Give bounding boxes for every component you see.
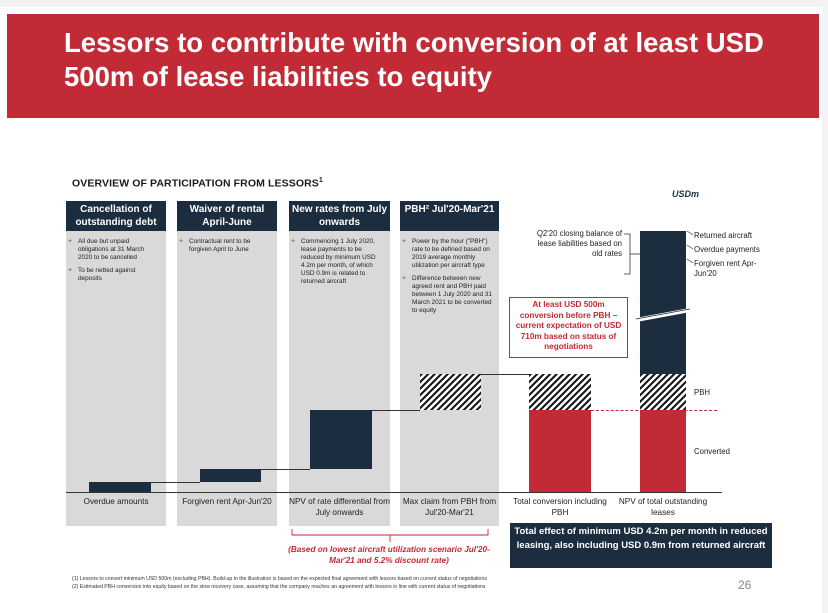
unit-label: USDm <box>672 189 700 199</box>
column-4-body: Power by the hour ("PBH") rate to be def… <box>400 238 492 320</box>
label-converted: Converted <box>694 447 730 456</box>
column-2-body: Contractual rent to be forgiven April to… <box>177 238 271 259</box>
total-effect-box: Total effect of minimum USD 4.2m per mon… <box>510 523 772 568</box>
column-1-heading: Cancellation of outstanding debt <box>66 201 166 231</box>
footnotes: (1) Lessors to convert minimum USD 500m … <box>72 576 487 591</box>
utilization-scenario-note: (Based on lowest aircraft utilization sc… <box>288 545 490 565</box>
footnote-ref: 1 <box>318 177 323 184</box>
xlabel-total-conversion: Total conversion including PBH <box>513 497 607 517</box>
column-2-heading: Waiver of rental April-June <box>177 201 277 231</box>
top-edge <box>0 0 828 7</box>
section-title: OVERVIEW OF PARTICIPATION FROM LESSORS1 <box>72 177 323 190</box>
footnote-2: (2) Estimated PBH conversion into equity… <box>72 583 486 590</box>
section-title-text: OVERVIEW OF PARTICIPATION FROM LESSORS <box>72 177 319 190</box>
page-number: 26 <box>738 578 752 592</box>
bracket-icon <box>291 529 489 542</box>
footnote-1: (1) Lessors to convert minimum USD 500m … <box>72 576 487 582</box>
connector-line <box>151 482 200 483</box>
column-4-heading: PBH² Jul'20-Mar'21 <box>400 201 499 231</box>
xlabel-overdue: Overdue amounts <box>83 497 149 506</box>
q2-bracket-icon <box>624 233 640 275</box>
column-2-bullet: Contractual rent to be forgiven April to… <box>179 238 271 254</box>
column-4-bullet: Power by the hour ("PBH") rate to be def… <box>402 238 492 270</box>
column-1-body: All due but unpaid obligations at 31 Mar… <box>66 238 158 288</box>
column-3-heading: New rates from July onwards <box>289 201 390 231</box>
slide-title: Lessors to contribute with conversion of… <box>64 27 764 92</box>
label-forgiven-rent: Forgiven rent Apr-Jun'20 <box>694 259 757 278</box>
axis-break-icon <box>635 308 691 322</box>
label-pbh: PBH <box>694 388 711 397</box>
xlabel-npv-rate: NPV of rate differential from July onwar… <box>289 497 390 517</box>
npv-rate-differential-bar <box>310 410 372 469</box>
title-banner <box>7 14 819 118</box>
q2-closing-note: Q2'20 closing balance of lease liabiliti… <box>536 229 622 258</box>
right-edge <box>822 0 828 613</box>
xlabel-pbh: Max claim from PBH from Jul'20-Mar'21 <box>402 497 497 517</box>
conversion-callout: At least USD 500m conversion before PBH … <box>509 297 628 358</box>
column-4-bullet: Difference between new agreed rent and P… <box>402 275 492 315</box>
xlabel-forgiven: Forgiven rent Apr-Jun'20 <box>182 497 272 506</box>
forgiven-rent-bar <box>200 469 261 482</box>
total-conversion-bar <box>529 410 591 492</box>
column-1-bullet: To be netted against deposits <box>68 267 158 283</box>
right-brace-icon <box>686 230 694 264</box>
column-3-body: Commencing 1 July 2020, lease payments t… <box>289 238 383 291</box>
chart-baseline <box>66 492 722 493</box>
label-returned-aircraft: Returned aircraft <box>694 231 753 240</box>
outstanding-leases-bar <box>640 231 686 374</box>
column-3-bullet: Commencing 1 July 2020, lease payments t… <box>291 238 383 286</box>
xlabel-npv-total: NPV of total outstanding leases <box>618 497 708 517</box>
label-overdue-payments: Overdue payments <box>694 245 760 254</box>
pbh-max-claim-bar <box>420 374 481 410</box>
overdue-amounts-bar <box>89 482 151 492</box>
connector-line <box>261 469 310 470</box>
outstanding-leases-pbh-segment <box>640 374 686 410</box>
column-1-bullet: All due but unpaid obligations at 31 Mar… <box>68 238 158 262</box>
connector-line <box>481 374 529 375</box>
outstanding-leases-converted-segment <box>640 410 686 492</box>
connector-line <box>372 410 420 411</box>
total-conversion-pbh-segment <box>529 374 591 410</box>
